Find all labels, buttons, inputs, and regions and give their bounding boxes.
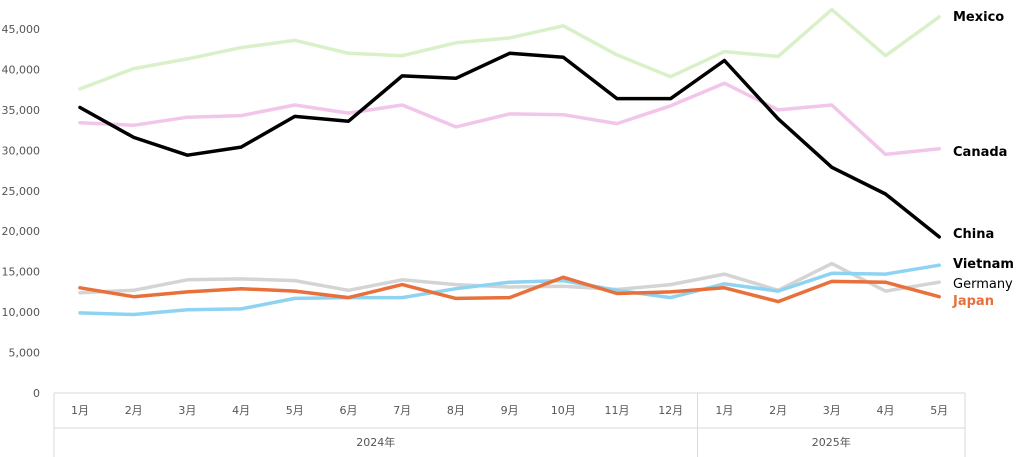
x-tick-label: 12月 — [658, 404, 683, 417]
series-label-vietnam: Vietnam — [953, 257, 1014, 272]
y-tick-label: 30,000 — [2, 144, 41, 157]
y-tick-label: 10,000 — [2, 306, 41, 319]
y-tick-label: 25,000 — [2, 185, 41, 198]
series-label-germany: Germany — [953, 277, 1013, 292]
y-tick-label: 0 — [33, 387, 40, 400]
x-tick-label: 1月 — [715, 404, 733, 417]
x-tick-label: 3月 — [823, 404, 841, 417]
x-tick-label: 5月 — [930, 404, 948, 417]
y-tick-label: 45,000 — [2, 23, 41, 36]
x-tick-label: 7月 — [393, 404, 411, 417]
x-tick-label: 9月 — [501, 404, 519, 417]
x-tick-label: 10月 — [551, 404, 576, 417]
x-tick-label: 11月 — [605, 404, 630, 417]
x-tick-label: 8月 — [447, 404, 465, 417]
x-tick-label: 1月 — [71, 404, 89, 417]
series-line-germany — [78, 261, 941, 295]
year-group-label: 2025年 — [812, 435, 851, 449]
y-tick-label: 40,000 — [2, 63, 41, 76]
series-line-mexico — [78, 7, 941, 91]
series-line-vietnam — [78, 263, 941, 317]
series-line-canada — [78, 81, 941, 157]
series-line-china — [78, 51, 941, 239]
series-label-china: China — [953, 227, 994, 242]
x-tick-label: 5月 — [286, 404, 304, 417]
x-tick-label: 2月 — [125, 404, 143, 417]
series-line-japan — [78, 275, 941, 304]
x-tick-label: 4月 — [877, 404, 895, 417]
y-tick-label: 20,000 — [2, 225, 41, 238]
x-tick-label: 3月 — [178, 404, 196, 417]
y-tick-label: 15,000 — [2, 266, 41, 279]
y-tick-label: 35,000 — [2, 104, 41, 117]
x-tick-label: 4月 — [232, 404, 250, 417]
series-label-japan: Japan — [952, 294, 994, 309]
x-tick-label: 6月 — [340, 404, 358, 417]
series-label-mexico: Mexico — [953, 10, 1004, 25]
y-tick-label: 5,000 — [9, 347, 41, 360]
year-group-label: 2024年 — [356, 435, 395, 449]
x-tick-label: 2月 — [769, 404, 787, 417]
series-label-canada: Canada — [953, 145, 1007, 160]
